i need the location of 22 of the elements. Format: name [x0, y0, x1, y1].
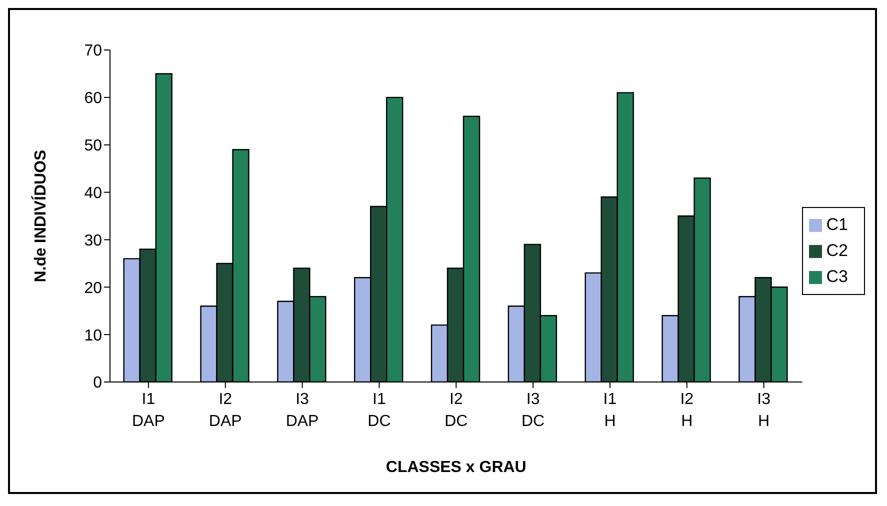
x-tick-label: I2 H	[680, 391, 694, 430]
x-tick-label: I1 H	[603, 391, 617, 430]
y-tick-label: 30	[84, 232, 102, 250]
x-tick-label: I2 DAP	[208, 391, 242, 430]
legend-label: C3	[826, 267, 848, 286]
x-axis-title: CLASSES x GRAU	[386, 459, 526, 476]
x-tick-label: I1 DC	[368, 391, 391, 430]
legend-label: C1	[826, 215, 848, 234]
y-tick-label: 10	[84, 327, 102, 344]
x-tick-label: I1 DAP	[132, 391, 165, 430]
legend-label: C2	[826, 241, 848, 260]
y-tick-label: 60	[84, 90, 102, 108]
x-tick-label: I3 DC	[521, 391, 545, 430]
y-tick-label: 70	[84, 42, 102, 60]
y-tick-label: 50	[84, 138, 102, 155]
y-tick-label: 0	[93, 374, 102, 392]
y-tick-label: 40	[84, 184, 102, 202]
x-tick-label: I3 DAP	[286, 391, 319, 430]
x-tick-label: I3 H	[757, 391, 771, 430]
x-tick-label: I2 DC	[444, 391, 468, 430]
y-tick-label: 20	[84, 280, 102, 297]
y-axis-title: N.de INDIVÍDUOS	[30, 149, 50, 282]
